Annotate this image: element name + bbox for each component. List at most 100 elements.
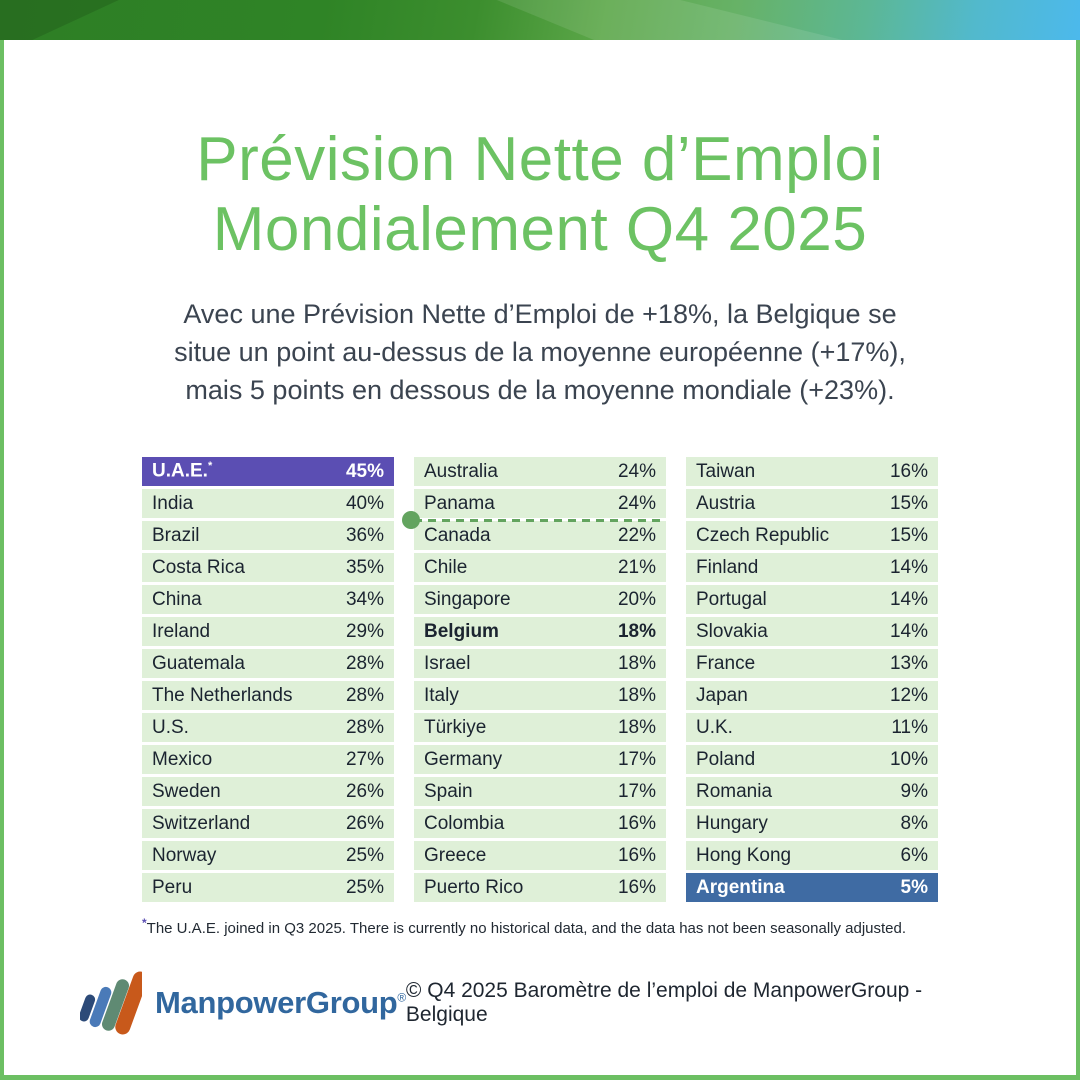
table-row: Israel 18% bbox=[414, 649, 666, 678]
forecast-value: 10% bbox=[889, 748, 928, 770]
table-row: Germany 17% bbox=[414, 745, 666, 774]
table-row: Sweden 26% bbox=[142, 777, 394, 806]
country-label: Australia bbox=[424, 460, 498, 482]
forecast-value: 18% bbox=[617, 652, 656, 674]
country-label: The Netherlands bbox=[152, 684, 293, 706]
table-row: Mexico 27% bbox=[142, 745, 394, 774]
country-label: Poland bbox=[696, 748, 756, 770]
page-title-line2: Mondialement Q4 2025 bbox=[212, 195, 868, 264]
country-label: Germany bbox=[424, 748, 503, 770]
forecast-value: 28% bbox=[345, 652, 384, 674]
forecast-value: 28% bbox=[345, 716, 384, 738]
brand-name: ManpowerGroup bbox=[155, 985, 398, 1020]
forecast-value: 17% bbox=[617, 748, 656, 770]
table-column: Taiwan 16% Austria 15% Czech Republic 15% Finl… bbox=[686, 457, 938, 902]
country-label: Peru bbox=[152, 876, 193, 898]
table-row: Hungary 8% bbox=[686, 809, 938, 838]
table-row: Canada 22% bbox=[414, 521, 666, 550]
table-row: Greece 16% bbox=[414, 841, 666, 870]
footnote: *The U.A.E. joined in Q3 2025. There is … bbox=[142, 916, 938, 937]
table-row: Panama 24% bbox=[414, 489, 666, 518]
intro-line: Avec une Prévision Nette d’Emploi de +18… bbox=[183, 299, 897, 329]
forecast-value: 6% bbox=[900, 844, 928, 866]
country-label: Brazil bbox=[152, 524, 200, 546]
country-label: France bbox=[696, 652, 756, 674]
table-row: Hong Kong 6% bbox=[686, 841, 938, 870]
country-label: U.A.E.* bbox=[152, 460, 213, 482]
country-label: Türkiye bbox=[424, 716, 487, 738]
forecast-value: 26% bbox=[345, 780, 384, 802]
forecast-value: 26% bbox=[345, 812, 384, 834]
forecast-value: 15% bbox=[889, 492, 928, 514]
forecast-value: 16% bbox=[617, 876, 656, 898]
forecast-value: 14% bbox=[889, 556, 928, 578]
country-label: Switzerland bbox=[152, 812, 251, 834]
table-row: Türkiye 18% bbox=[414, 713, 666, 742]
country-label: Norway bbox=[152, 844, 217, 866]
table-row: Spain 17% bbox=[414, 777, 666, 806]
table-row: Peru 25% bbox=[142, 873, 394, 902]
intro-text: Avec une Prévision Nette d’Emploi de +18… bbox=[4, 295, 1076, 409]
forecast-table: U.A.E.* 45% India 40% Brazil 36% Costa Rica 35%… bbox=[142, 457, 938, 902]
table-row: Portugal 14% bbox=[686, 585, 938, 614]
table-row: The Netherlands 28% bbox=[142, 681, 394, 710]
manpowergroup-logo-icon bbox=[80, 971, 142, 1035]
country-label: India bbox=[152, 492, 194, 514]
footnote-mark: * bbox=[142, 916, 147, 930]
page-title-line1: Prévision Nette d’Emploi bbox=[196, 125, 884, 194]
country-label: Israel bbox=[424, 652, 471, 674]
forecast-value: 11% bbox=[891, 716, 928, 738]
table-row: Italy 18% bbox=[414, 681, 666, 710]
top-gradient-bar bbox=[0, 0, 1080, 40]
table-row: Costa Rica 35% bbox=[142, 553, 394, 582]
table-row: Brazil 36% bbox=[142, 521, 394, 550]
table-row: Japan 12% bbox=[686, 681, 938, 710]
table-row: Argentina 5% bbox=[686, 873, 938, 902]
forecast-value: 36% bbox=[345, 524, 384, 546]
forecast-value: 28% bbox=[345, 684, 384, 706]
intro-line: situe un point au-dessus de la moyenne e… bbox=[174, 337, 906, 367]
country-label: Costa Rica bbox=[152, 556, 245, 578]
table-row: Singapore 20% bbox=[414, 585, 666, 614]
forecast-value: 16% bbox=[617, 812, 656, 834]
country-label: Hungary bbox=[696, 812, 768, 834]
forecast-value: 27% bbox=[345, 748, 384, 770]
table-row: Norway 25% bbox=[142, 841, 394, 870]
forecast-value: 14% bbox=[889, 620, 928, 642]
table-row: Chile 21% bbox=[414, 553, 666, 582]
copyright-text: © Q4 2025 Baromètre de l’emploi de Manpo… bbox=[405, 979, 923, 1026]
country-label: Belgium bbox=[424, 620, 499, 642]
table-row: India 40% bbox=[142, 489, 394, 518]
country-label: U.K. bbox=[696, 716, 733, 738]
forecast-value: 9% bbox=[900, 780, 928, 802]
page-title: Prévision Nette d’Emploi Mondialement Q4… bbox=[4, 125, 1076, 265]
forecast-value: 45% bbox=[345, 460, 384, 482]
forecast-value: 18% bbox=[617, 716, 656, 738]
table-row: Poland 10% bbox=[686, 745, 938, 774]
country-label: Taiwan bbox=[696, 460, 756, 482]
country-label: Greece bbox=[424, 844, 487, 866]
country-label: Spain bbox=[424, 780, 473, 802]
forecast-value: 24% bbox=[617, 492, 656, 514]
forecast-value: 8% bbox=[900, 812, 928, 834]
forecast-value: 25% bbox=[345, 876, 384, 898]
bottom-green-bar bbox=[0, 1075, 1080, 1080]
table-row: Switzerland 26% bbox=[142, 809, 394, 838]
footer: ManpowerGroup® © Q4 2025 Baromètre de l’… bbox=[4, 968, 1076, 1038]
forecast-value: 5% bbox=[900, 876, 928, 898]
forecast-value: 34% bbox=[345, 588, 384, 610]
table-row: Czech Republic 15% bbox=[686, 521, 938, 550]
forecast-value: 16% bbox=[889, 460, 928, 482]
country-note-mark: * bbox=[207, 460, 213, 473]
country-label: U.S. bbox=[152, 716, 189, 738]
manpowergroup-logo: ManpowerGroup® bbox=[80, 968, 406, 1038]
country-label: Slovakia bbox=[696, 620, 768, 642]
forecast-value: 20% bbox=[617, 588, 656, 610]
country-label: China bbox=[152, 588, 202, 610]
forecast-value: 21% bbox=[617, 556, 656, 578]
content-area: Prévision Nette d’Emploi Mondialement Q4… bbox=[4, 40, 1076, 1075]
table-row: Ireland 29% bbox=[142, 617, 394, 646]
forecast-value: 15% bbox=[889, 524, 928, 546]
country-label: Canada bbox=[424, 524, 491, 546]
